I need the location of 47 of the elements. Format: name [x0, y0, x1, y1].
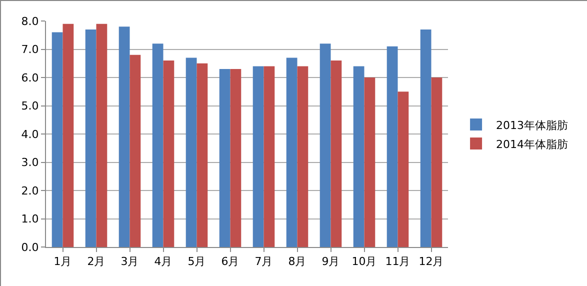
bar	[330, 60, 342, 247]
bar	[96, 24, 108, 247]
bar	[320, 44, 331, 247]
x-tick-label: 12月	[418, 255, 444, 268]
bar	[152, 44, 164, 247]
y-tick-label: 8.0	[21, 14, 39, 28]
x-tick-label: 7月	[254, 255, 273, 268]
bar	[62, 24, 74, 247]
y-tick-label: 3.0	[21, 156, 39, 170]
bar	[163, 60, 174, 247]
bar	[186, 58, 197, 247]
bar	[85, 29, 96, 247]
y-tick-label: 4.0	[21, 128, 39, 141]
legend-label: 2013年体脂肪	[496, 118, 568, 132]
bar	[297, 66, 308, 247]
bar	[118, 26, 130, 247]
bar	[353, 66, 364, 247]
y-tick-label: 6.0	[21, 71, 39, 84]
bar	[196, 63, 208, 247]
y-tick-label: 5.0	[21, 100, 39, 113]
bar	[219, 69, 230, 247]
x-tick-label: 9月	[322, 255, 340, 268]
bar	[264, 66, 275, 247]
bar	[130, 54, 141, 247]
x-tick-label: 2月	[87, 255, 106, 268]
y-tick-label: 1.0	[21, 212, 39, 226]
bar	[286, 58, 298, 247]
bar	[252, 66, 264, 247]
bar	[420, 29, 432, 247]
x-tick-label: 3月	[120, 255, 139, 268]
x-tick-label: 5月	[188, 255, 206, 268]
x-tick-label: 1月	[54, 255, 72, 268]
x-tick-label: 4月	[154, 255, 172, 268]
y-tick-label: 0.0	[21, 240, 39, 254]
bar	[52, 32, 63, 247]
x-tick-label: 6月	[221, 255, 240, 268]
bar	[386, 46, 398, 247]
bar	[398, 92, 409, 247]
y-tick-label: 7.0	[21, 43, 39, 56]
legend-label: 2014年体脂肪	[496, 138, 568, 151]
bar	[230, 69, 242, 247]
bar	[431, 78, 442, 247]
y-tick-label: 2.0	[21, 184, 39, 198]
x-tick-label: 10月	[352, 255, 377, 268]
x-tick-label: 11月	[385, 255, 410, 268]
bar	[364, 78, 376, 247]
x-tick-label: 8月	[288, 255, 306, 268]
